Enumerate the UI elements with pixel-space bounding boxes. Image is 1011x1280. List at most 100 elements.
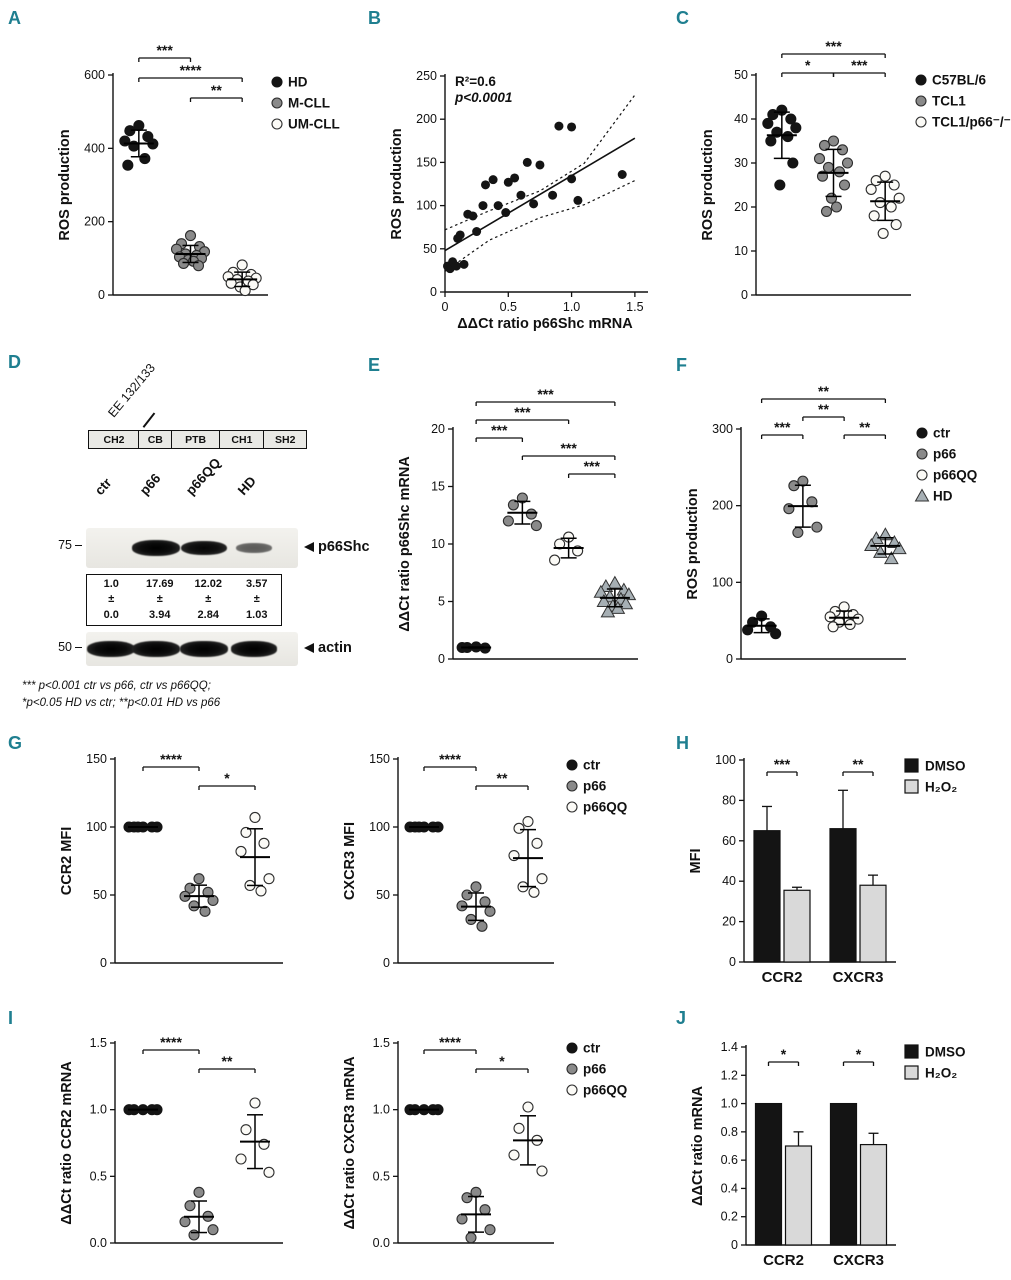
svg-text:0: 0 bbox=[731, 1238, 738, 1252]
mean-sd-bars bbox=[746, 484, 901, 634]
significance-brackets: ****** bbox=[142, 1034, 256, 1073]
svg-text:1.0: 1.0 bbox=[721, 1097, 738, 1111]
lane-label-p66: p66 bbox=[136, 470, 164, 498]
left-arrow-icon bbox=[304, 542, 314, 552]
svg-text:CCR2: CCR2 bbox=[763, 1252, 804, 1269]
panel-d: D EE 132/133 CH2 CB PTB CH1 SH2 ctr p66 p66QQ H… bbox=[8, 352, 370, 709]
domain-ch1: CH1 bbox=[218, 430, 265, 449]
mean-sd-bars bbox=[128, 1108, 270, 1234]
svg-text:100: 100 bbox=[416, 199, 437, 213]
svg-text:20: 20 bbox=[431, 422, 445, 436]
panel-h: H 0 20 40 60 80 100 MFI CCR2 CXCR3 *** ** DMSO H₂O₂ bbox=[676, 733, 1011, 1013]
svg-text:0: 0 bbox=[726, 652, 733, 666]
panel-c: C 0 10 20 30 40 50 ROS production *** * *** C57BL/… bbox=[676, 8, 1011, 338]
y-axis: 0 0.2 0.4 0.6 0.8 1.0 1.2 1.4 ΔΔCt ratio mRNA bbox=[690, 1040, 747, 1252]
mean-sd-bars bbox=[128, 826, 270, 908]
panel-b-letter: B bbox=[368, 8, 381, 28]
blot-band bbox=[132, 641, 180, 657]
svg-text:*: * bbox=[805, 57, 811, 73]
svg-text:ROS production: ROS production bbox=[685, 488, 701, 599]
domain-ptb: PTB bbox=[170, 430, 221, 449]
svg-text:CXCR3: CXCR3 bbox=[833, 969, 884, 986]
mw-marker-50: 50 bbox=[42, 640, 82, 654]
svg-text:40: 40 bbox=[734, 112, 748, 126]
svg-text:10: 10 bbox=[734, 244, 748, 258]
svg-text:200: 200 bbox=[84, 215, 105, 229]
panel-h-letter: H bbox=[676, 733, 689, 753]
significance-brackets: **** *** bbox=[781, 38, 886, 77]
svg-text:20: 20 bbox=[722, 915, 736, 929]
svg-text:50: 50 bbox=[376, 888, 390, 902]
mean-sd-bars bbox=[766, 111, 901, 222]
svg-text:ctr: ctr bbox=[583, 758, 601, 773]
svg-text:0: 0 bbox=[430, 285, 437, 299]
svg-text:150: 150 bbox=[416, 155, 437, 169]
svg-text:50: 50 bbox=[734, 68, 748, 82]
svg-text:200: 200 bbox=[712, 499, 733, 513]
svg-text:***: *** bbox=[584, 458, 601, 474]
svg-text:DMSO: DMSO bbox=[925, 1045, 966, 1060]
svg-text:0.0: 0.0 bbox=[90, 1236, 107, 1250]
mw-50-text: 50 bbox=[58, 640, 72, 654]
y-axis: 0 10 20 30 40 50 ROS production bbox=[700, 68, 757, 302]
svg-text:*: * bbox=[499, 1053, 505, 1069]
domain-ch2: CH2 bbox=[88, 430, 140, 449]
svg-text:p66: p66 bbox=[583, 779, 607, 794]
svg-text:80: 80 bbox=[722, 793, 736, 807]
svg-text:p66: p66 bbox=[933, 447, 957, 462]
y-axis: 0.0 0.5 1.0 1.5 ΔΔCt ratio CXCR3 mRNA bbox=[342, 1036, 399, 1250]
panel-i-letter: I bbox=[8, 1008, 14, 1028]
svg-text:0.2: 0.2 bbox=[721, 1210, 738, 1224]
y-axis: 0 50 100 150 200 250 ROS production bbox=[389, 69, 446, 299]
svg-text:***: *** bbox=[537, 386, 554, 402]
svg-text:60: 60 bbox=[722, 834, 736, 848]
quant-column-0: 1.0 ±0.0 bbox=[103, 578, 119, 621]
panel-c-letter: C bbox=[676, 8, 689, 28]
blot-band bbox=[180, 641, 228, 657]
quant-column-3: 3.57 ±1.03 bbox=[246, 578, 268, 621]
svg-text:ROS production: ROS production bbox=[389, 128, 405, 239]
y-axis: 0 5 10 15 20 ΔΔCt ratio p66Shc mRNA bbox=[397, 422, 454, 666]
svg-text:**: ** bbox=[818, 383, 829, 399]
data-points bbox=[742, 475, 907, 640]
bars bbox=[753, 789, 887, 963]
svg-text:****: **** bbox=[160, 1034, 182, 1050]
svg-text:MFI: MFI bbox=[688, 849, 704, 874]
legend: DMSO H₂O₂ bbox=[904, 758, 966, 795]
svg-text:0: 0 bbox=[98, 288, 105, 302]
svg-text:HD: HD bbox=[933, 489, 953, 504]
domain-cb: CB bbox=[138, 430, 173, 449]
svg-text:5: 5 bbox=[438, 595, 445, 609]
svg-text:UM-CLL: UM-CLL bbox=[288, 117, 340, 132]
svg-text:30: 30 bbox=[734, 156, 748, 170]
svg-text:***: *** bbox=[514, 404, 531, 420]
svg-text:R²=0.6: R²=0.6 bbox=[455, 74, 496, 89]
svg-text:ΔΔCt ratio CXCR3 mRNA: ΔΔCt ratio CXCR3 mRNA bbox=[342, 1056, 358, 1230]
data-points bbox=[119, 120, 262, 297]
svg-text:***: *** bbox=[156, 42, 173, 58]
mrna-bar-chart: 0 0.2 0.4 0.6 0.8 1.0 1.2 1.4 ΔΔCt ratio mRNA CCR… bbox=[690, 1040, 966, 1269]
svg-text:0.8: 0.8 bbox=[721, 1125, 738, 1139]
svg-text:ΔΔCt ratio p66Shc mRNA: ΔΔCt ratio p66Shc mRNA bbox=[457, 316, 633, 332]
data-points bbox=[456, 492, 637, 654]
svg-text:1.0: 1.0 bbox=[563, 300, 580, 314]
svg-text:TCL1/p66⁻/⁻: TCL1/p66⁻/⁻ bbox=[932, 115, 1011, 130]
mw-marker-75: 75 bbox=[42, 538, 82, 552]
svg-text:***: *** bbox=[560, 440, 577, 456]
svg-text:****: **** bbox=[439, 1034, 461, 1050]
svg-text:600: 600 bbox=[84, 68, 105, 82]
lane-label-p66qq: p66QQ bbox=[182, 455, 224, 498]
actin-blot-strip bbox=[86, 632, 298, 666]
svg-text:CCR2 MFI: CCR2 MFI bbox=[59, 827, 75, 895]
svg-text:200: 200 bbox=[416, 112, 437, 126]
panel-f-letter: F bbox=[676, 355, 687, 375]
domain-sh2: SH2 bbox=[263, 430, 308, 449]
significance-brackets: ****** bbox=[423, 751, 529, 790]
svg-text:HD: HD bbox=[288, 75, 308, 90]
mw-75-text: 75 bbox=[58, 538, 72, 552]
western-blot: EE 132/133 CH2 CB PTB CH1 SH2 ctr p66 p66QQ HD … bbox=[8, 361, 370, 709]
